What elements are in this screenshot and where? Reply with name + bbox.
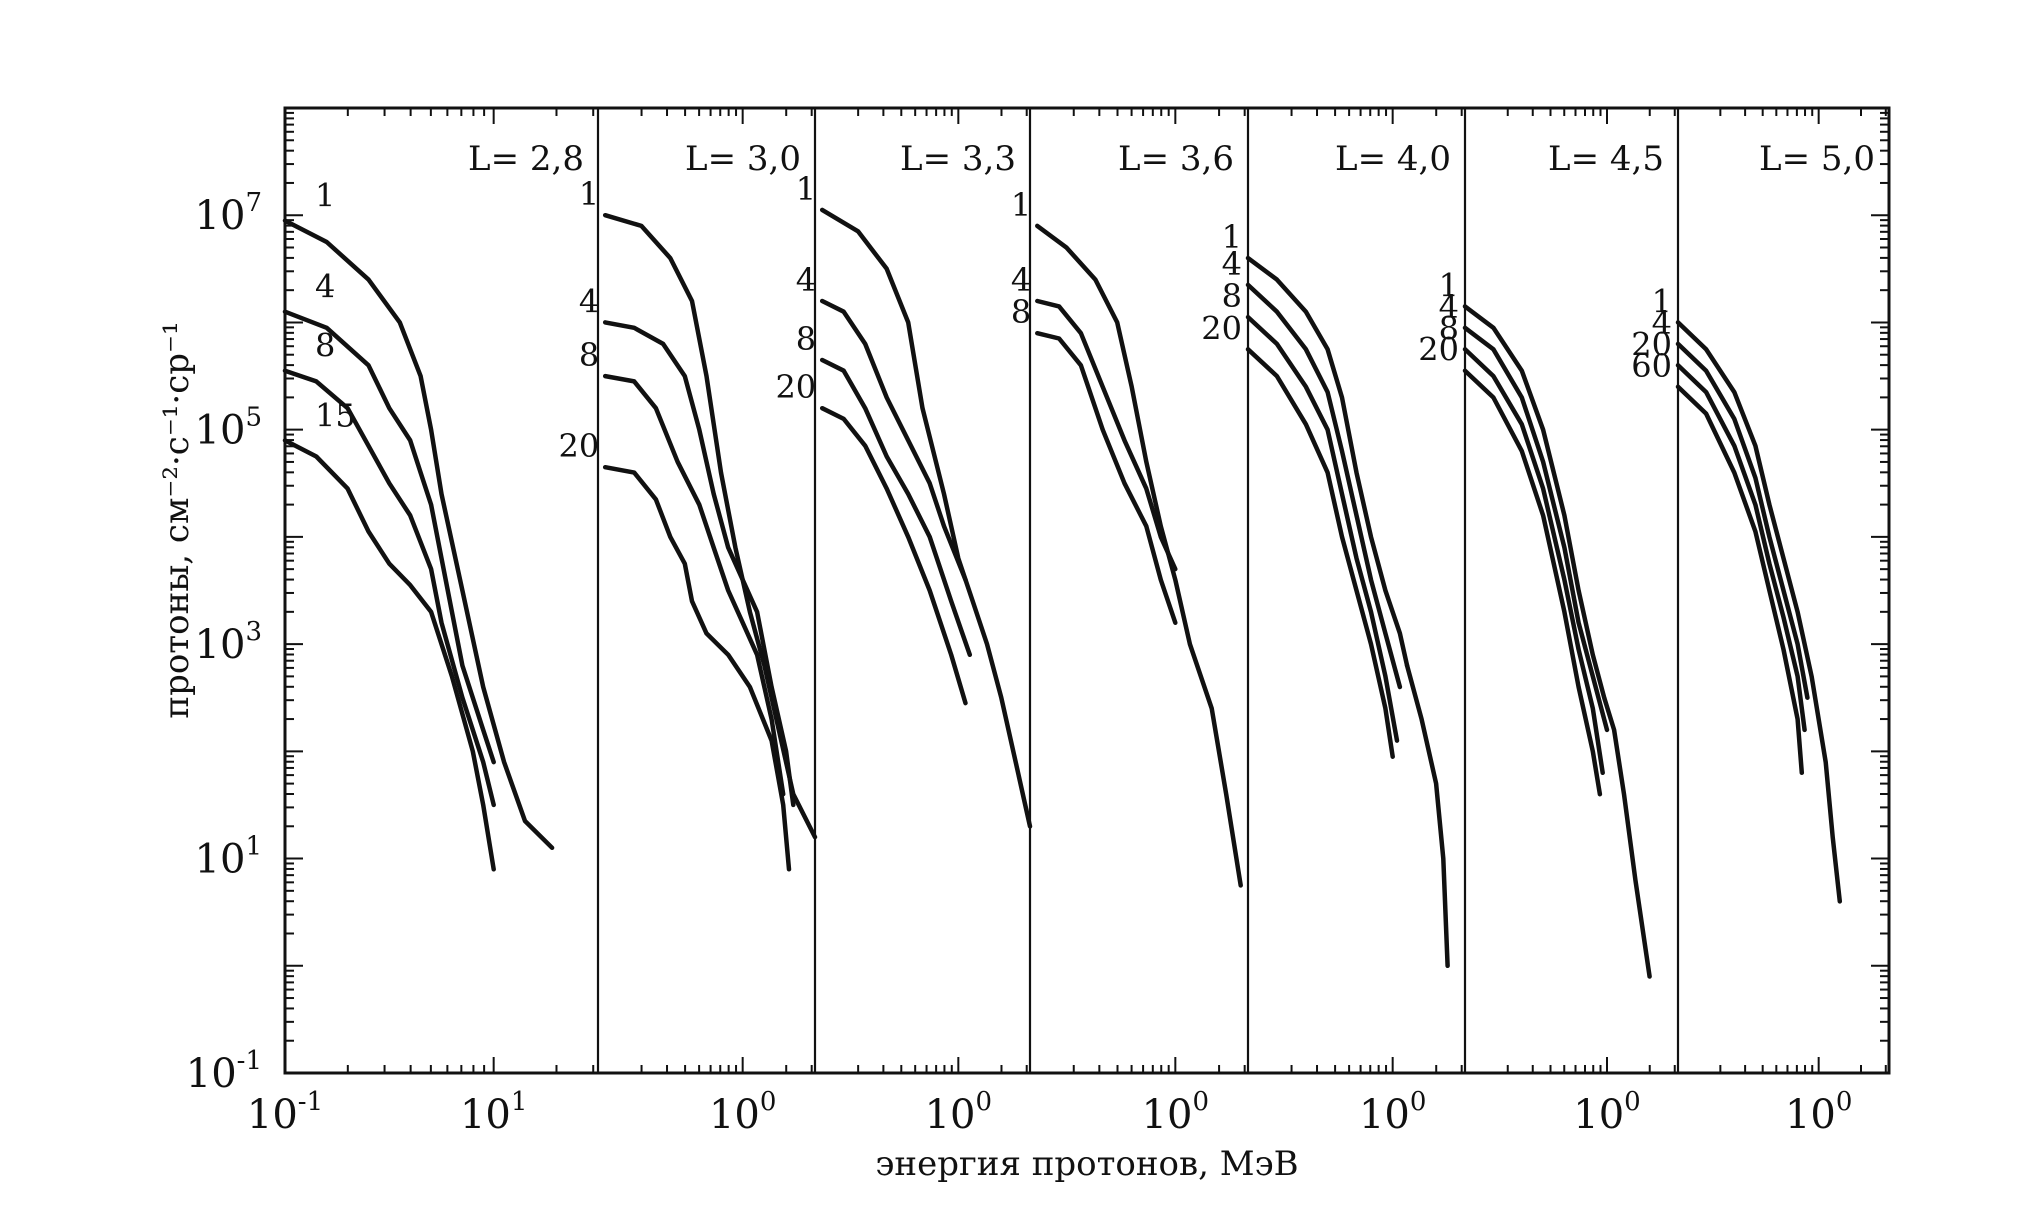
- panel: L= 2,8 1 4 8 15: [282, 139, 584, 872]
- series-label: 8: [796, 320, 816, 358]
- series-label: 8: [315, 327, 335, 365]
- series-label: 20: [1201, 309, 1242, 347]
- series-line: [1035, 330, 1178, 625]
- panel-title: L= 3,6: [1118, 139, 1234, 179]
- x-tick-label: 101: [460, 1087, 527, 1138]
- series-line: [602, 212, 818, 840]
- series-line: [282, 309, 496, 765]
- series-label: 60: [1631, 347, 1672, 385]
- x-tick-label: 100: [1573, 1087, 1640, 1138]
- series-line: [1675, 384, 1805, 776]
- panel-title: L= 4,0: [1335, 139, 1451, 179]
- x-tick-label: 10-1: [247, 1087, 323, 1138]
- series-label: 4: [315, 268, 335, 306]
- x-tick-label: 100: [1142, 1087, 1209, 1138]
- series-line: [1245, 314, 1400, 743]
- series-label: 20: [775, 368, 816, 406]
- series-line: [602, 373, 786, 797]
- series-label: 1: [1652, 282, 1672, 320]
- x-axis-title: энергия протонов, МэВ: [875, 1144, 1298, 1184]
- panel-title: L= 4,5: [1548, 139, 1664, 179]
- series-line: [1675, 320, 1843, 904]
- y-axis: 10-1 101 103 105 107: [186, 107, 1889, 1097]
- series-line: [282, 438, 496, 872]
- series-label: 20: [1418, 331, 1459, 369]
- x-tick-label: 100: [709, 1087, 776, 1138]
- x-tick-label: 100: [925, 1087, 992, 1138]
- y-tick-label: 107: [195, 188, 262, 239]
- series-label: 20: [1631, 325, 1672, 363]
- series-line: [602, 464, 792, 872]
- series-label: 8: [1222, 277, 1242, 315]
- series-line: [819, 405, 968, 706]
- x-axis: 10-1 101 100 100 100 100 100 100: [247, 108, 1887, 1138]
- panel-title: L= 3,0: [685, 139, 801, 179]
- series-label: 4: [796, 261, 816, 299]
- series-label: 1: [1011, 186, 1031, 224]
- series-label: 4: [579, 282, 599, 320]
- series-line: [819, 357, 973, 658]
- series-label: 4: [1652, 304, 1672, 342]
- series-line: [602, 320, 796, 808]
- y-tick-label: 105: [195, 403, 262, 454]
- plot-frame: [283, 106, 1891, 1075]
- y-tick-label: 101: [195, 832, 262, 883]
- series-label: 1: [579, 175, 599, 213]
- y-tick-label: 10-1: [186, 1046, 262, 1097]
- series-line: [1245, 282, 1403, 690]
- series-label: 1: [1222, 218, 1242, 256]
- series-line: [1245, 255, 1410, 668]
- series-label: 1: [315, 177, 335, 215]
- series-label: 15: [315, 396, 356, 434]
- series-line: [282, 368, 496, 808]
- series-line: [1462, 304, 1652, 979]
- series-label: 8: [1011, 293, 1031, 331]
- series-line: [1675, 363, 1807, 733]
- panel-title: L= 2,8: [468, 139, 584, 179]
- series-label: 8: [1439, 309, 1459, 347]
- y-tick-label: 103: [195, 617, 262, 668]
- x-tick-label: 100: [1359, 1087, 1426, 1138]
- series-line: [1035, 223, 1243, 888]
- series-label: 1: [1439, 266, 1459, 304]
- series-line: [1035, 298, 1178, 572]
- series-label: 4: [1011, 261, 1031, 299]
- series-line: [819, 298, 968, 583]
- series-line: [282, 218, 555, 851]
- series-line: [1462, 368, 1603, 797]
- panel-title: L= 3,3: [900, 139, 1016, 179]
- series-line: [1245, 347, 1395, 759]
- series-line: [1404, 663, 1450, 969]
- series-line: [1462, 347, 1605, 776]
- series-line: [819, 207, 1033, 829]
- x-tick-label: 100: [1785, 1087, 1852, 1138]
- series-label: 4: [1222, 245, 1242, 283]
- series-label: 4: [1439, 288, 1459, 326]
- series-line: [1675, 341, 1810, 700]
- panel-title: L= 5,0: [1759, 139, 1875, 179]
- series-label: 1: [796, 170, 816, 208]
- series-label: 8: [579, 336, 599, 374]
- series-label: 20: [559, 427, 600, 465]
- series-line: [1462, 325, 1610, 733]
- y-axis-title: протоны, см⁻²·с⁻¹·ср⁻¹: [157, 321, 197, 718]
